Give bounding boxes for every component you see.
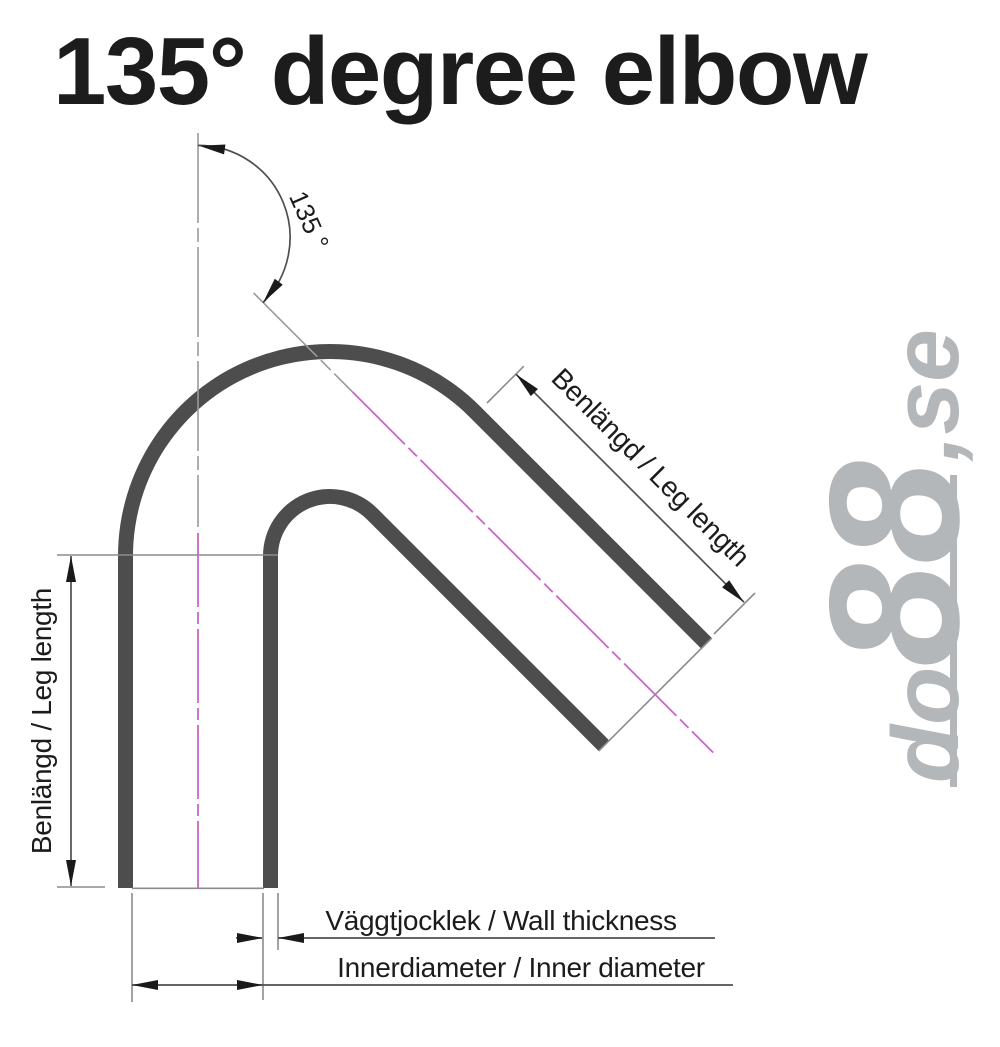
- wall-thickness-label: Väggtjocklek / Wall thickness: [325, 905, 676, 936]
- left-leg-arrow-bottom: [66, 860, 76, 886]
- angle-arc: [197, 144, 291, 304]
- diagonal-leg-arrow-end: [722, 580, 744, 603]
- angle-arrow-top: [199, 144, 226, 155]
- inner-diameter-dimension: Innerdiameter / Inner diameter: [131, 893, 733, 1002]
- diagonal-leg-tick-end: [713, 592, 756, 635]
- watermark-number: 88: [792, 461, 998, 667]
- diagonal-reference-line: [253, 292, 354, 393]
- inner-arrow-left: [132, 980, 158, 990]
- left-leg-label: Benlängd / Leg length: [26, 588, 57, 854]
- angle-dimension: 135 °: [197, 144, 335, 304]
- watermark-text: do88,se: [792, 329, 998, 783]
- diagonal-centerline: [351, 391, 714, 754]
- diagonal-leg-tick-start: [486, 365, 525, 404]
- wall-arrow-left: [237, 933, 263, 943]
- diagonal-leg-dimension-line: [515, 373, 745, 603]
- angle-arrow-bottom: [263, 278, 283, 303]
- wall-thickness-dimension: Väggtjocklek / Wall thickness: [236, 893, 715, 1000]
- inner-diameter-label: Innerdiameter / Inner diameter: [337, 952, 705, 983]
- watermark-underline: [950, 475, 957, 787]
- wall-arrow-right: [278, 933, 304, 943]
- diagonal-leg-arrow-start: [516, 374, 538, 397]
- left-leg-dimension: Benlängd / Leg length: [26, 554, 278, 888]
- inner-arrow-right: [237, 980, 263, 990]
- watermark-logo: do88,se: [792, 329, 998, 787]
- pipe-bore: [133, 359, 702, 888]
- page-title: 135° degree elbow: [53, 18, 868, 125]
- left-leg-arrow-top: [66, 556, 76, 582]
- watermark-suffix: ,se: [873, 329, 979, 462]
- angle-label: 135 °: [283, 186, 335, 254]
- watermark-prefix: do: [873, 667, 979, 783]
